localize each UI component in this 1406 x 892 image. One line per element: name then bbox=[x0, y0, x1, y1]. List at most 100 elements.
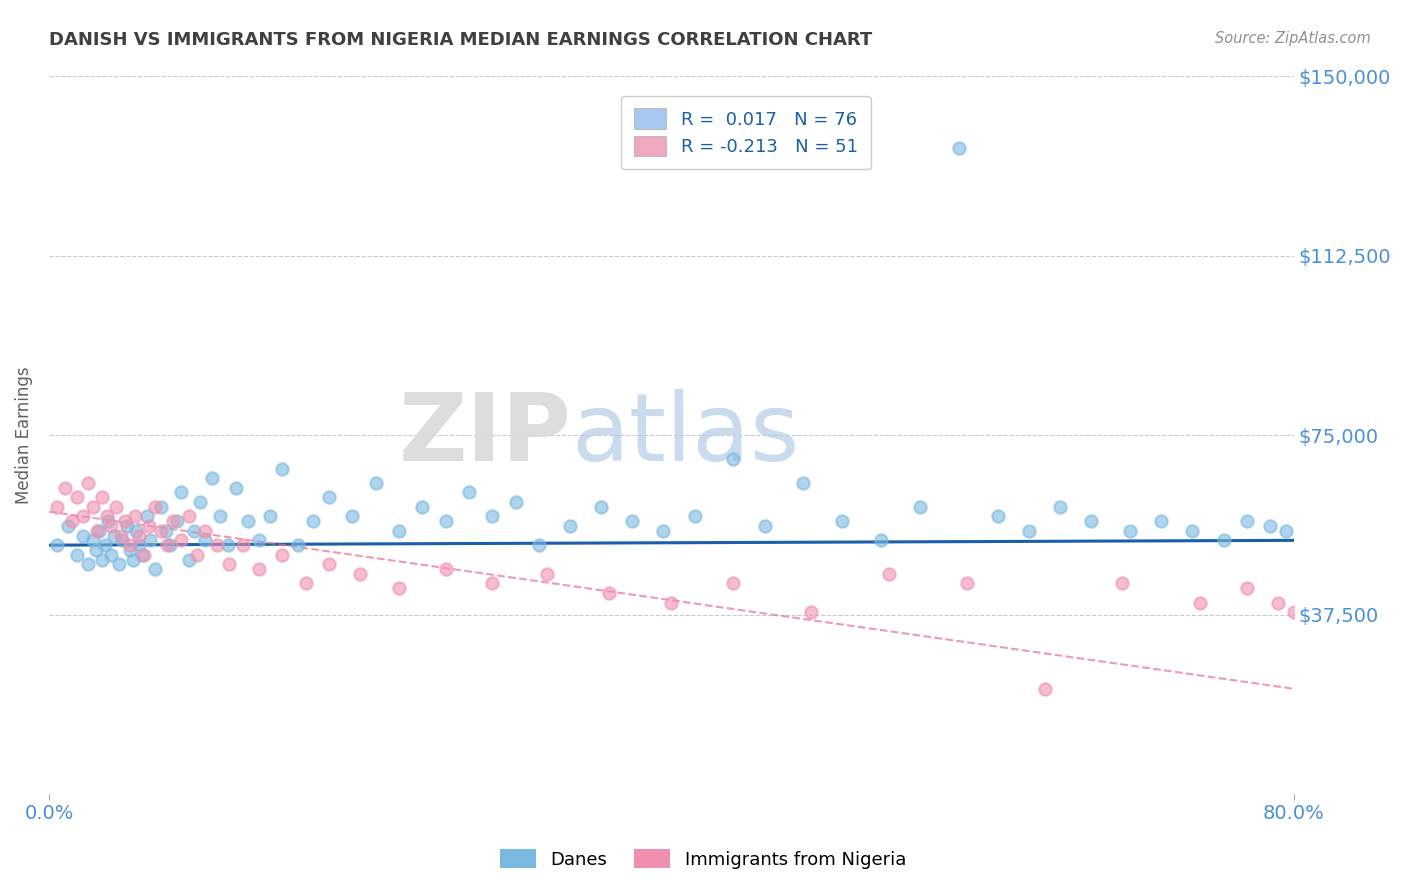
Point bbox=[103, 528, 125, 542]
Point bbox=[271, 548, 294, 562]
Point bbox=[1080, 514, 1102, 528]
Point bbox=[53, 481, 76, 495]
Point bbox=[183, 524, 205, 538]
Point bbox=[1111, 576, 1133, 591]
Point bbox=[193, 524, 215, 538]
Point bbox=[481, 576, 503, 591]
Point bbox=[318, 558, 340, 572]
Point bbox=[800, 605, 823, 619]
Point bbox=[128, 528, 150, 542]
Point bbox=[683, 509, 706, 524]
Point bbox=[104, 500, 127, 514]
Point bbox=[948, 141, 970, 155]
Point bbox=[1212, 533, 1234, 548]
Point bbox=[122, 552, 145, 566]
Point bbox=[1236, 514, 1258, 528]
Point bbox=[1018, 524, 1040, 538]
Text: atlas: atlas bbox=[572, 389, 800, 481]
Point bbox=[1150, 514, 1173, 528]
Point bbox=[162, 514, 184, 528]
Point bbox=[193, 533, 215, 548]
Point bbox=[108, 558, 131, 572]
Point bbox=[128, 538, 150, 552]
Point bbox=[232, 538, 254, 552]
Point bbox=[76, 558, 98, 572]
Point bbox=[131, 548, 153, 562]
Point bbox=[659, 596, 682, 610]
Point bbox=[754, 519, 776, 533]
Point bbox=[1274, 524, 1296, 538]
Point bbox=[287, 538, 309, 552]
Point bbox=[302, 514, 325, 528]
Point bbox=[218, 558, 240, 572]
Point bbox=[84, 543, 107, 558]
Point bbox=[458, 485, 481, 500]
Point bbox=[201, 471, 224, 485]
Point bbox=[225, 481, 247, 495]
Point bbox=[132, 548, 155, 562]
Point bbox=[170, 533, 193, 548]
Point bbox=[1049, 500, 1071, 514]
Point bbox=[217, 538, 239, 552]
Point bbox=[170, 485, 193, 500]
Point bbox=[139, 533, 162, 548]
Point bbox=[1282, 605, 1305, 619]
Point bbox=[118, 538, 141, 552]
Point bbox=[45, 538, 67, 552]
Point bbox=[156, 538, 179, 552]
Point bbox=[45, 500, 67, 514]
Point bbox=[138, 519, 160, 533]
Point bbox=[149, 500, 172, 514]
Point bbox=[908, 500, 931, 514]
Point bbox=[188, 495, 211, 509]
Point bbox=[505, 495, 527, 509]
Text: ZIP: ZIP bbox=[399, 389, 572, 481]
Point bbox=[1033, 681, 1056, 696]
Point bbox=[82, 533, 104, 548]
Point bbox=[987, 509, 1010, 524]
Point bbox=[110, 528, 132, 542]
Point bbox=[388, 581, 411, 595]
Point bbox=[1236, 581, 1258, 595]
Point bbox=[56, 519, 79, 533]
Point bbox=[870, 533, 893, 548]
Point bbox=[792, 475, 814, 490]
Point bbox=[114, 514, 136, 528]
Y-axis label: Median Earnings: Median Earnings bbox=[15, 367, 32, 504]
Point bbox=[86, 524, 108, 538]
Point bbox=[434, 514, 457, 528]
Point bbox=[1267, 596, 1289, 610]
Point bbox=[90, 552, 112, 566]
Point bbox=[536, 566, 558, 581]
Point bbox=[76, 475, 98, 490]
Point bbox=[271, 461, 294, 475]
Point bbox=[72, 509, 94, 524]
Point bbox=[1181, 524, 1204, 538]
Point bbox=[247, 533, 270, 548]
Point bbox=[652, 524, 675, 538]
Point bbox=[66, 490, 89, 504]
Point bbox=[97, 514, 120, 528]
Point bbox=[136, 509, 159, 524]
Point bbox=[125, 524, 148, 538]
Point bbox=[118, 543, 141, 558]
Point bbox=[186, 548, 208, 562]
Point bbox=[956, 576, 979, 591]
Point bbox=[90, 490, 112, 504]
Point bbox=[149, 524, 172, 538]
Point bbox=[558, 519, 581, 533]
Point bbox=[209, 509, 232, 524]
Point bbox=[294, 576, 316, 591]
Point bbox=[723, 576, 745, 591]
Point bbox=[388, 524, 411, 538]
Point bbox=[94, 538, 117, 552]
Point bbox=[96, 509, 118, 524]
Point bbox=[115, 519, 138, 533]
Point bbox=[259, 509, 281, 524]
Text: Source: ZipAtlas.com: Source: ZipAtlas.com bbox=[1215, 31, 1371, 46]
Point bbox=[87, 524, 110, 538]
Point bbox=[1258, 519, 1281, 533]
Point bbox=[831, 514, 853, 528]
Point bbox=[111, 533, 134, 548]
Legend: Danes, Immigrants from Nigeria: Danes, Immigrants from Nigeria bbox=[492, 842, 914, 876]
